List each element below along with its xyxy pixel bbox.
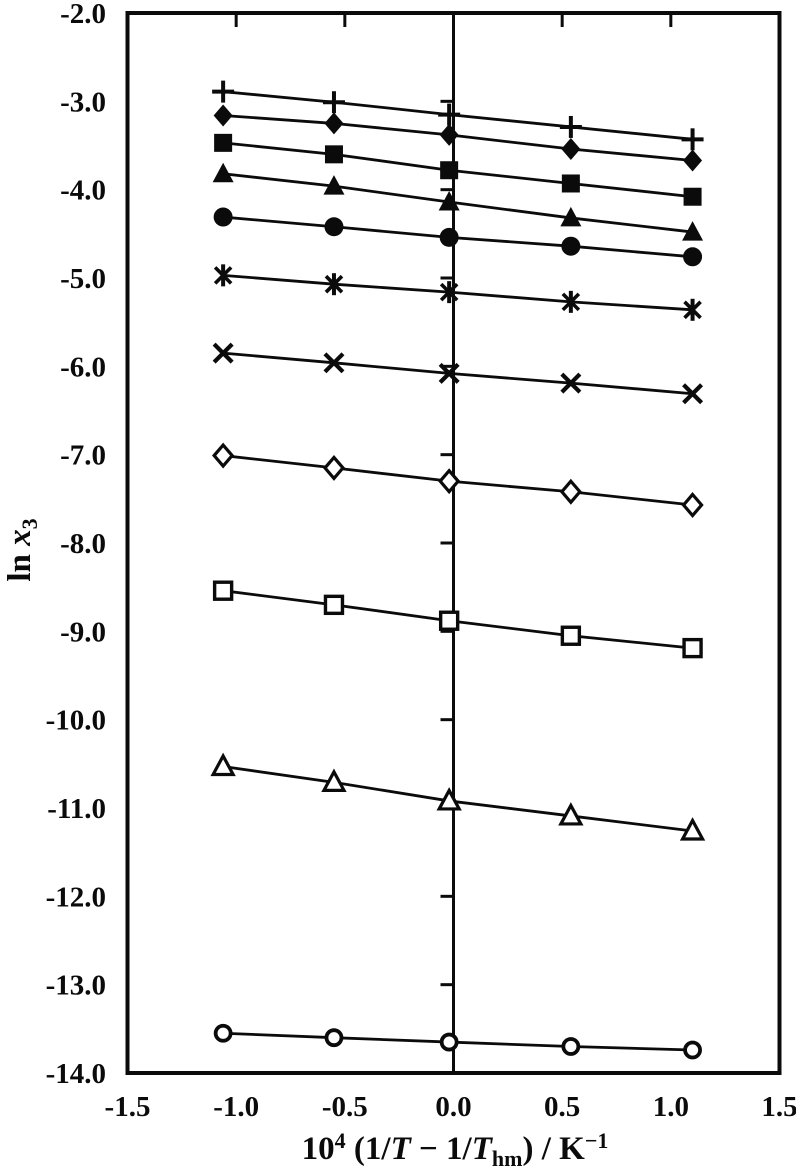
series-01-plus [212,80,704,151]
marker-filled-triangle [438,191,460,211]
series-08-open-diamond [212,442,704,518]
series-06-asterisk [213,264,702,321]
marker-filled-circle [439,227,459,247]
x-tick-label: 1.0 [653,1091,689,1123]
series-02-filled-diamond [213,104,703,172]
y-tick-label: -11.0 [47,793,106,825]
marker-open-diamond [438,468,461,495]
marker-open-circle [439,1032,459,1052]
y-tick-label: -13.0 [46,970,106,1002]
marker-filled-circle [561,236,581,256]
marker-filled-diamond [439,123,459,146]
marker-filled-diamond [324,112,344,135]
marker-filled-diamond [561,138,581,161]
y-tick-label: -12.0 [46,881,106,913]
series-line-asterisk [223,273,693,312]
y-tick-label: -14.0 [46,1058,106,1090]
marker-open-triangle [558,802,584,826]
x-tick-label: -0.5 [322,1091,368,1123]
y-tick-label: -2.0 [60,0,106,30]
x-tick-label: 0.0 [435,1091,471,1123]
marker-filled-triangle [560,206,582,227]
marker-plus [438,103,461,126]
series-line-open-triangle [222,765,693,833]
marker-plus [559,115,582,138]
marker-cross [212,342,234,364]
series-line-filled-diamond [223,114,693,162]
x-tick-label: 0.5 [544,1091,580,1123]
marker-open-diamond [559,478,582,505]
y-tick-label: -7.0 [60,440,106,472]
marker-asterisk [324,273,344,296]
marker-filled-triangle [212,162,234,183]
marker-asterisk [213,264,233,287]
marker-open-circle [561,1037,581,1056]
marker-open-circle [324,1028,344,1048]
marker-filled-triangle [682,221,704,241]
marker-open-square [682,637,703,659]
marker-cross [323,352,345,374]
series-04-filled-triangle [212,162,704,241]
marker-cross [682,383,704,405]
marker-open-triangle [436,787,462,811]
y-tick-label: -5.0 [60,263,106,295]
marker-filled-triangle [323,175,345,195]
y-tick-label: -9.0 [60,616,106,648]
marker-asterisk [439,281,459,304]
series-10-open-triangle [210,752,706,841]
marker-open-square [560,625,582,646]
marker-open-diamond [322,454,346,481]
marker-filled-square [324,145,343,164]
marker-filled-diamond [683,149,703,172]
series-09-open-square [212,580,703,659]
marker-filled-square [214,133,233,152]
marker-plus [681,128,704,151]
marker-open-circle [213,1023,233,1043]
marker-open-diamond [681,492,704,518]
marker-asterisk [683,298,702,321]
y-tick-label: -8.0 [60,528,106,560]
y-tick-label: -4.0 [60,175,106,207]
x-tick-label: -1.5 [105,1091,151,1123]
series-03-filled-square [214,133,702,206]
marker-open-square [438,610,460,631]
marker-filled-circle [324,217,344,237]
x-tick-label: -1.0 [213,1091,259,1123]
series-11-open-circle [213,1023,702,1060]
marker-filled-circle [683,247,703,267]
marker-open-diamond [212,442,235,469]
marker-filled-square [683,187,702,206]
marker-asterisk [561,290,581,313]
marker-open-triangle [679,817,706,841]
marker-plus [322,91,345,114]
marker-plus [212,80,235,103]
series-line-cross [223,351,693,396]
marker-filled-square [561,174,580,193]
y-tick-label: -3.0 [60,86,106,118]
y-tick-label: -6.0 [60,351,106,383]
series-markers [210,80,706,1060]
marker-open-square [323,594,345,616]
marker-filled-diamond [213,104,233,127]
y-axis-title: ln x3 [2,518,42,581]
marker-cross [560,372,582,394]
series-07-cross [212,342,704,405]
marker-filled-circle [213,207,233,227]
series-05-filled-circle [213,207,703,267]
marker-open-triangle [321,768,347,792]
marker-open-circle [683,1040,702,1060]
marker-open-triangle [210,752,236,777]
x-axis-title: 104 (1/T − 1/Thm) / K−1 [302,1128,609,1169]
x-tick-label: 1.5 [761,1091,796,1123]
marker-filled-square [440,161,459,180]
marker-open-square [212,580,234,601]
y-tick-label: -10.0 [46,705,106,737]
marker-cross [438,362,460,384]
